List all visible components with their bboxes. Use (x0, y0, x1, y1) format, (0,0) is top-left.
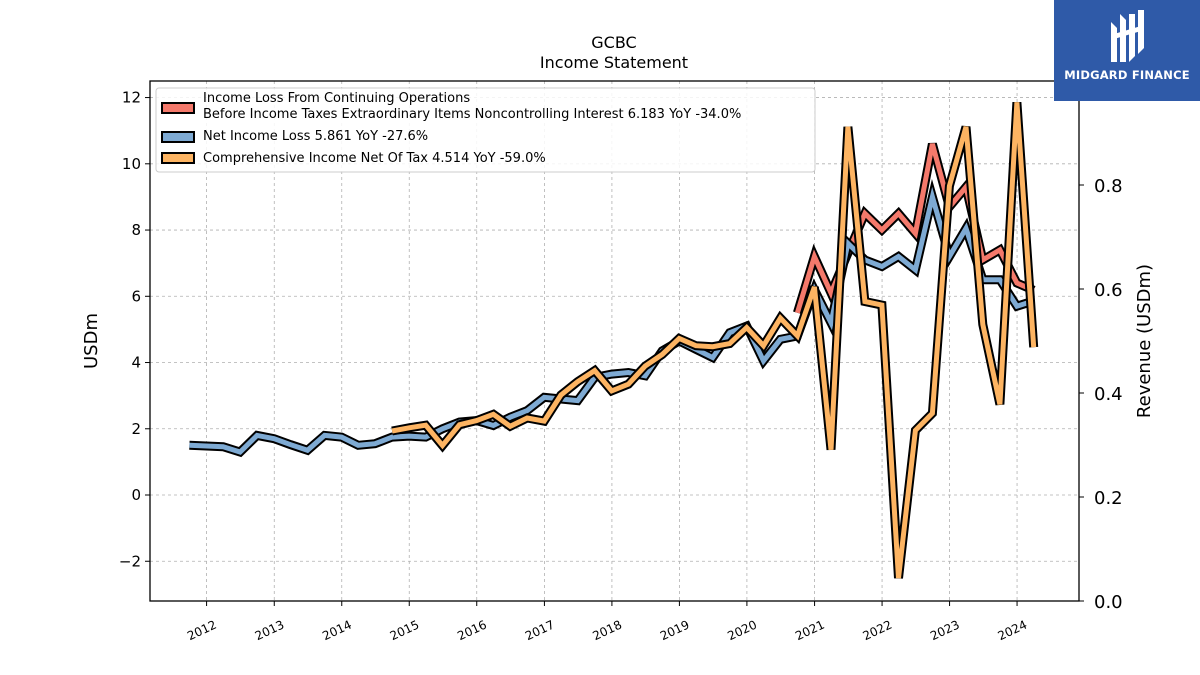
y-axis-right-label: Revenue (USDm) (1134, 264, 1155, 418)
x-tick-label: 2020 (725, 618, 759, 644)
chart-title: GCBC (591, 33, 636, 52)
y-tick-label: 4 (131, 354, 141, 372)
x-tick-label: 2018 (590, 618, 624, 644)
legend-swatch (161, 152, 195, 164)
legend-swatch (161, 102, 195, 114)
brand-name: MIDGARD FINANCE (1064, 68, 1190, 82)
x-axis: 2012 2013 2014 2015 2016 2017 2018 2019 2020 2021… (185, 601, 1029, 643)
legend-label: Net Income Loss 5.861 YoY -27.6% (203, 129, 428, 144)
y-right-tick-label: 0.4 (1094, 384, 1123, 405)
legend-label: Comprehensive Income Net Of Tax 4.514 Yo… (203, 151, 546, 166)
series-net-income-line (189, 186, 1035, 455)
y-tick-label: 0 (131, 486, 141, 504)
x-tick-label: 2022 (861, 618, 895, 644)
x-tick-label: 2016 (455, 618, 489, 644)
series-pretax-income (793, 142, 1036, 315)
x-tick-label: 2015 (388, 618, 422, 644)
y-tick-label: 6 (131, 287, 141, 305)
legend: Income Loss From Continuing OperationsBe… (155, 87, 816, 173)
x-tick-label: 2017 (523, 618, 557, 644)
y-axis-right: 0.0 0.2 0.4 0.6 0.8 (1079, 176, 1123, 613)
y-tick-label: 2 (131, 420, 141, 438)
series-comprehensive-income-line (391, 102, 1037, 579)
x-tick-label: 2023 (928, 618, 962, 644)
y-tick-label: 8 (131, 221, 141, 239)
series-pretax-income-line (795, 143, 1035, 314)
x-tick-label: 2014 (320, 618, 354, 644)
chart-subtitle: Income Statement (540, 53, 688, 72)
y-right-tick-label: 0.6 (1094, 280, 1123, 301)
x-tick-label: 2013 (253, 618, 287, 644)
plot-frame (149, 80, 1080, 602)
legend-label: Income Loss From Continuing Operations (203, 91, 470, 106)
y-tick-label: 12 (122, 89, 141, 107)
legend-swatch (161, 131, 195, 143)
brand-logo: MIDGARD FINANCE (1054, 0, 1200, 101)
y-tick-label: 10 (122, 155, 141, 173)
x-tick-label: 2021 (793, 618, 827, 644)
series-lines (189, 101, 1039, 579)
y-tick-label: −2 (119, 552, 141, 570)
legend-box (155, 87, 816, 173)
legend-label: Before Income Taxes Extraordinary Items … (203, 107, 741, 122)
midgard-logo-icon (1111, 10, 1144, 62)
y-axis-label: USDm (81, 313, 102, 369)
y-right-tick-label: 0.8 (1094, 176, 1123, 197)
x-tick-label: 2019 (658, 618, 692, 644)
series-net-income (189, 178, 1036, 458)
x-tick-label: 2024 (996, 618, 1030, 644)
y-right-tick-label: 0.2 (1094, 488, 1123, 509)
y-axis-left: −2 0 2 4 6 8 10 12 (119, 89, 150, 570)
series-comprehensive-income (391, 101, 1039, 579)
x-tick-label: 2012 (185, 618, 219, 644)
y-right-tick-label: 0.0 (1094, 592, 1123, 613)
